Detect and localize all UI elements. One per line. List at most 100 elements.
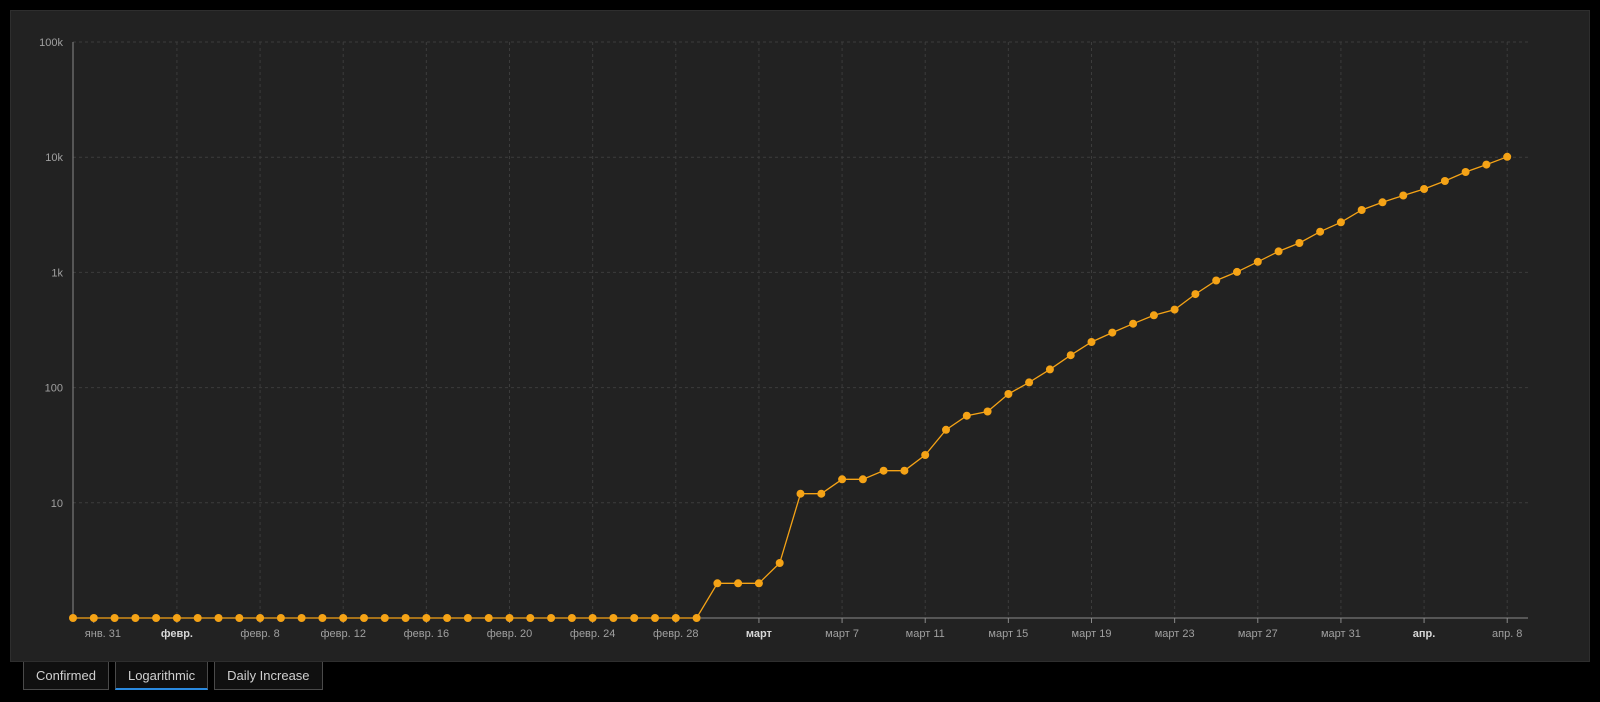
data-point (609, 614, 618, 622)
data-point (318, 614, 327, 622)
data-point (1503, 152, 1512, 161)
x-tick-label: март 19 (1072, 628, 1112, 640)
data-point (1004, 390, 1013, 398)
x-tick-label: март 11 (906, 628, 945, 640)
data-point (1274, 247, 1283, 256)
data-point (1461, 168, 1470, 176)
data-point (942, 425, 950, 434)
data-point (567, 614, 576, 622)
data-point (838, 475, 847, 484)
data-point (193, 614, 202, 622)
data-point (1129, 319, 1138, 328)
x-tick-label: янв. 31 (85, 628, 121, 640)
data-point (692, 614, 701, 622)
data-point (754, 579, 763, 588)
data-point (401, 614, 410, 622)
data-point (1440, 177, 1449, 185)
data-point (879, 466, 888, 475)
data-point (734, 579, 743, 588)
data-point (1336, 218, 1345, 227)
x-tick-label: март (746, 628, 773, 640)
data-point (276, 614, 285, 622)
data-point (1420, 185, 1429, 193)
x-tick-label: февр. 8 (240, 628, 279, 640)
data-point (1025, 378, 1034, 387)
data-point (422, 614, 431, 622)
data-point (463, 614, 472, 622)
data-point (360, 614, 368, 622)
data-point (443, 614, 452, 622)
data-point (1170, 305, 1179, 314)
data-point (547, 614, 556, 622)
x-tick-label: апр. 8 (1492, 628, 1522, 640)
data-point (713, 579, 722, 588)
data-point (796, 489, 805, 498)
data-point (1149, 311, 1158, 320)
x-tick-label: март 27 (1238, 628, 1278, 640)
x-tick-label: февр. (161, 628, 193, 640)
x-tick-label: март 7 (825, 628, 859, 640)
y-tick-label: 100 (45, 383, 63, 395)
data-point (962, 411, 971, 420)
tab-confirmed[interactable]: Confirmed (23, 662, 109, 690)
data-point (152, 614, 161, 622)
data-point (484, 614, 493, 622)
data-point (131, 614, 140, 622)
x-tick-label: февр. 16 (404, 628, 449, 640)
data-point (1399, 191, 1408, 200)
data-point (1253, 257, 1262, 266)
data-point (1045, 365, 1054, 374)
data-point (630, 614, 639, 622)
data-point (983, 407, 992, 416)
data-point (526, 614, 535, 622)
y-tick-label: 10k (45, 152, 63, 164)
data-point (1482, 160, 1491, 169)
x-tick-label: февр. 24 (570, 628, 615, 640)
data-point (1378, 198, 1387, 207)
tab-logarithmic[interactable]: Logarithmic (114, 662, 209, 690)
x-tick-label: март 23 (1155, 628, 1195, 640)
data-point (214, 614, 223, 622)
data-point (900, 466, 909, 475)
x-tick-label: март 15 (988, 628, 1028, 640)
data-point (297, 614, 306, 622)
data-point (1191, 290, 1200, 299)
data-point (235, 614, 244, 622)
data-point (1212, 276, 1221, 285)
data-point (339, 614, 348, 622)
data-point (817, 489, 826, 498)
data-point (256, 614, 265, 622)
chart-svg: 10 100 1k 10k 100k янв. 31 февр. февр. 8 февр. 1… (39, 37, 1528, 640)
data-point (588, 614, 597, 622)
data-point (1295, 239, 1304, 247)
x-tick-label: февр. 28 (653, 628, 698, 640)
y-tick-label: 100k (39, 37, 63, 49)
x-tick-label: февр. 20 (487, 628, 532, 640)
data-point (110, 614, 119, 622)
data-point (921, 451, 930, 459)
x-tick-label: апр. (1413, 628, 1436, 640)
data-point (1233, 267, 1241, 276)
chart-mode-tabs: Confirmed Logarithmic Daily Increase (23, 662, 323, 690)
series-line (73, 156, 1508, 619)
data-point (775, 559, 784, 567)
tab-daily-increase[interactable]: Daily Increase (214, 662, 323, 690)
y-tick-label: 1k (51, 267, 63, 279)
data-point (671, 614, 680, 622)
data-point (858, 475, 867, 484)
chart-panel: 10 100 1k 10k 100k янв. 31 февр. февр. 8 февр. 1… (10, 10, 1590, 662)
data-point (505, 614, 514, 622)
x-tick-label: март 31 (1321, 628, 1361, 640)
x-tick-label: февр. 12 (320, 628, 365, 640)
data-point (172, 614, 181, 622)
data-point (1087, 338, 1096, 346)
data-point (1108, 328, 1117, 337)
data-point (89, 614, 98, 622)
data-point (1316, 227, 1325, 236)
data-point (380, 614, 389, 622)
y-tick-label: 10 (51, 498, 63, 510)
data-point (69, 614, 77, 622)
data-point (651, 614, 659, 622)
data-point (1066, 351, 1075, 360)
data-point (1357, 206, 1366, 214)
